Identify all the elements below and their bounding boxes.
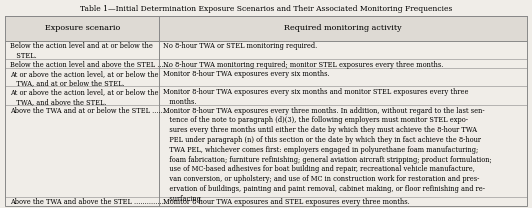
Text: Table 1—Initial Determination Exposure Scenarios and Their Associated Monitoring: Table 1—Initial Determination Exposure S… (80, 5, 452, 12)
Text: Monitor 8-hour TWA exposures every six months and monitor STEL exposures every t: Monitor 8-hour TWA exposures every six m… (163, 88, 469, 106)
Text: Below the action level and at or below the
   STEL.: Below the action level and at or below t… (10, 42, 153, 60)
Text: No 8-hour TWA monitoring required; monitor STEL exposures every three months.: No 8-hour TWA monitoring required; monit… (163, 61, 444, 69)
Text: Exposure scenario: Exposure scenario (45, 24, 120, 32)
Text: Monitor 8-hour TWA exposures every three months. In addition, without regard to : Monitor 8-hour TWA exposures every three… (163, 106, 492, 203)
Text: Required monitoring activity: Required monitoring activity (284, 24, 402, 32)
Text: Monitor 8-hour TWA exposures and STEL exposures every three months.: Monitor 8-hour TWA exposures and STEL ex… (163, 198, 410, 206)
Text: At or above the action level, at or below the
   TWA, and at or below the STEL.: At or above the action level, at or belo… (10, 70, 158, 88)
Bar (5, 16, 527, 41)
Text: Above the TWA and at or below the STEL ........: Above the TWA and at or below the STEL .… (10, 106, 169, 115)
Text: No 8-hour TWA or STEL monitoring required.: No 8-hour TWA or STEL monitoring require… (163, 42, 318, 50)
Text: Monitor 8-hour TWA exposures every six months.: Monitor 8-hour TWA exposures every six m… (163, 70, 330, 78)
Text: Above the TWA and above the STEL ................: Above the TWA and above the STEL .......… (10, 198, 168, 206)
Text: At or above the action level, at or below the
   TWA, and above the STEL.: At or above the action level, at or belo… (10, 88, 158, 106)
Text: Below the action level and above the STEL ......: Below the action level and above the STE… (10, 61, 170, 69)
